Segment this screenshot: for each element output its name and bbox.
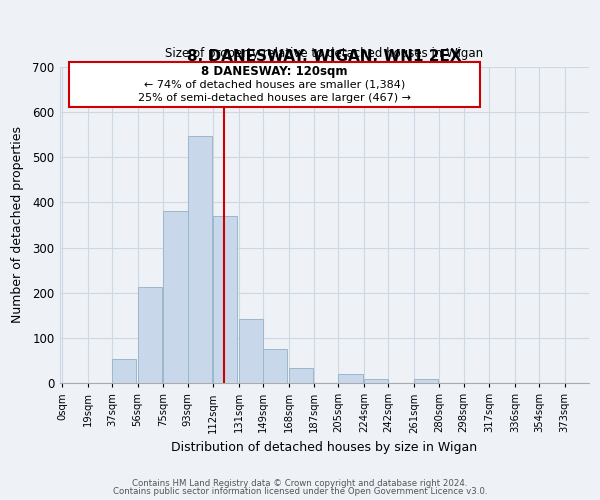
FancyBboxPatch shape [69,62,480,108]
Y-axis label: Number of detached properties: Number of detached properties [11,126,24,324]
Bar [163,211,188,383]
Bar [263,349,287,383]
Bar [112,358,136,383]
Bar [137,287,162,383]
Text: ← 74% of detached houses are smaller (1,384): ← 74% of detached houses are smaller (1,… [144,80,405,90]
Bar [364,379,388,383]
Bar [338,374,362,383]
X-axis label: Distribution of detached houses by size in Wigan: Distribution of detached houses by size … [171,441,477,454]
Bar [239,319,263,383]
Text: Size of property relative to detached houses in Wigan: Size of property relative to detached ho… [165,48,483,60]
Text: Contains HM Land Registry data © Crown copyright and database right 2024.: Contains HM Land Registry data © Crown c… [132,478,468,488]
Bar [289,368,313,383]
Bar [188,136,212,383]
Text: 8 DANESWAY: 120sqm: 8 DANESWAY: 120sqm [201,65,347,78]
Bar [213,216,238,383]
Text: 25% of semi-detached houses are larger (467) →: 25% of semi-detached houses are larger (… [138,94,411,104]
Title: 8, DANESWAY, WIGAN, WN1 2EX: 8, DANESWAY, WIGAN, WN1 2EX [187,50,461,64]
Text: Contains public sector information licensed under the Open Government Licence v3: Contains public sector information licen… [113,487,487,496]
Bar [414,379,438,383]
